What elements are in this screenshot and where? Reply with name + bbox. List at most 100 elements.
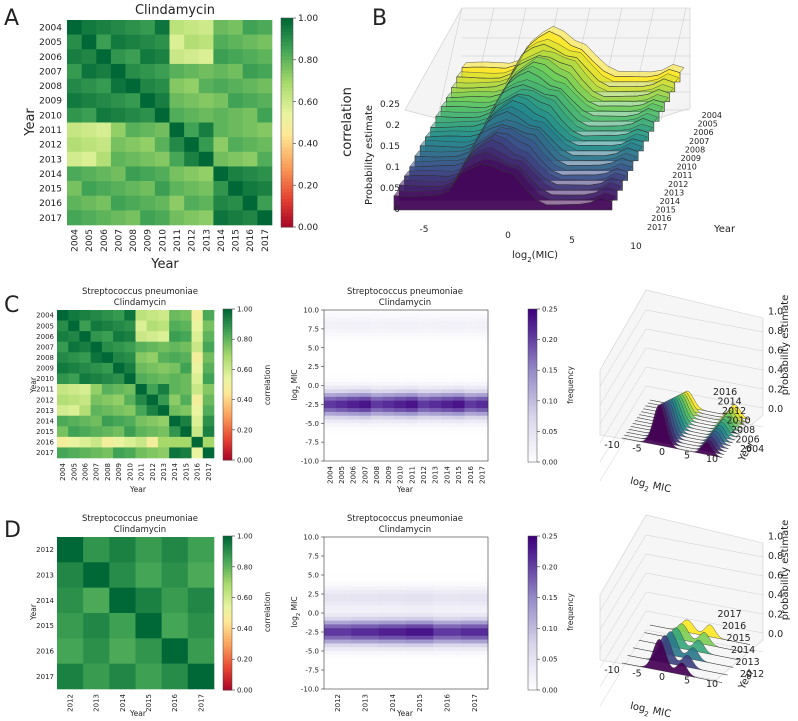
frequency-cell <box>324 377 337 383</box>
frequency-cell <box>441 434 454 439</box>
panel-d-left-colorbar-label: correlation <box>263 592 272 632</box>
colorbar-tick-label: 1.00 <box>237 305 253 313</box>
y-tick-label: 2017 <box>36 673 54 681</box>
frequency-cell <box>335 328 348 333</box>
heatmap-cell <box>257 166 273 182</box>
y-tick-label: 2006 <box>36 333 54 341</box>
frequency-cell <box>378 601 407 606</box>
frequency-cell <box>417 408 430 413</box>
heatmap-cell <box>124 362 136 374</box>
heatmap-cell <box>90 362 103 374</box>
colorbar-segment <box>528 444 537 448</box>
frequency-cell <box>452 430 465 435</box>
heatmap-cell <box>169 107 185 123</box>
heatmap-cell <box>101 362 114 374</box>
heatmap-cell <box>242 122 258 138</box>
frequency-cell <box>476 457 489 462</box>
colorbar-segment <box>223 351 232 355</box>
heatmap-cell <box>113 320 125 332</box>
colorbar-segment <box>223 582 232 586</box>
frequency-cell <box>351 639 379 644</box>
colorbar-segment <box>281 202 293 207</box>
year-tick-label: 2017 <box>718 609 742 620</box>
frequency-cell <box>347 328 360 333</box>
frequency-cell <box>452 340 465 345</box>
frequency-cell <box>464 317 477 322</box>
x-tick-label: 2004 <box>70 229 80 252</box>
heatmap-cell <box>228 195 244 211</box>
colorbar-segment <box>528 403 537 407</box>
heatmap-cell <box>125 107 141 123</box>
heatmap-cell <box>154 166 170 182</box>
frequency-cell <box>460 613 489 618</box>
frequency-cell <box>351 635 379 640</box>
heatmap-cell <box>124 352 136 364</box>
frequency-cell <box>335 310 348 315</box>
frequency-cell <box>441 366 454 371</box>
frequency-cell <box>406 632 434 637</box>
x-tick-label: 2005 <box>338 466 346 484</box>
x-tick-label: 2014 <box>217 229 227 252</box>
frequency-cell <box>441 347 454 352</box>
frequency-cell <box>347 423 360 428</box>
colorbar-segment <box>528 628 537 632</box>
frequency-cell <box>417 340 430 345</box>
colorbar-segment <box>528 595 537 599</box>
heatmap-cell <box>180 426 192 438</box>
frequency-cell <box>382 389 395 394</box>
heatmap-cell <box>146 310 159 321</box>
z-tick-label: 0.1 <box>386 163 400 173</box>
panel-c-mid: Streptococcus pneumoniae Clindamycin 10.… <box>290 287 575 494</box>
z-tick-label: 0.8 <box>768 551 783 562</box>
frequency-cell <box>429 438 442 443</box>
heatmap-cell <box>180 373 192 385</box>
frequency-cell <box>378 658 407 663</box>
frequency-cell <box>351 662 379 667</box>
frequency-cell <box>359 381 372 386</box>
colorbar-segment <box>281 112 293 117</box>
frequency-cell <box>359 370 372 375</box>
grid-line <box>599 534 647 612</box>
frequency-cell <box>335 381 348 386</box>
frequency-cell <box>359 449 372 454</box>
frequency-cell <box>394 340 407 345</box>
frequency-cell <box>429 359 442 364</box>
frequency-cell <box>324 556 352 561</box>
frequency-cell <box>347 419 360 424</box>
frequency-cell <box>452 362 465 367</box>
heatmap-cell <box>140 34 156 50</box>
frequency-cell <box>359 313 372 318</box>
heatmap-cell <box>154 210 170 226</box>
colorbar-segment <box>281 178 293 183</box>
frequency-cell <box>370 336 383 341</box>
heatmap-cell <box>180 362 192 374</box>
frequency-cell <box>406 651 434 656</box>
colorbar-segment <box>281 206 293 211</box>
colorbar-segment <box>223 412 232 416</box>
x-tick-label: 2014 <box>119 693 127 711</box>
frequency-cell <box>382 457 395 462</box>
heatmap-cell <box>242 195 258 211</box>
frequency-cell <box>417 310 430 315</box>
heatmap-cell <box>146 415 159 427</box>
heatmap-cell <box>101 310 114 321</box>
frequency-cell <box>464 400 477 405</box>
frequency-cell <box>406 332 419 337</box>
frequency-cell <box>324 325 337 330</box>
frequency-cell <box>441 317 454 322</box>
frequency-cell <box>324 571 352 576</box>
frequency-cell <box>359 438 372 443</box>
panel-letter-d: D <box>4 518 21 543</box>
frequency-cell <box>464 438 477 443</box>
frequency-cell <box>441 359 454 364</box>
frequency-cell <box>476 336 489 341</box>
frequency-cell <box>406 597 434 602</box>
grid-line <box>645 610 764 634</box>
y-tick-label: 2014 <box>36 597 54 605</box>
frequency-cell <box>324 578 352 583</box>
heatmap-cell <box>125 34 141 50</box>
frequency-cell <box>324 628 352 633</box>
heatmap-cell <box>169 210 185 226</box>
heatmap-cell <box>68 426 80 438</box>
